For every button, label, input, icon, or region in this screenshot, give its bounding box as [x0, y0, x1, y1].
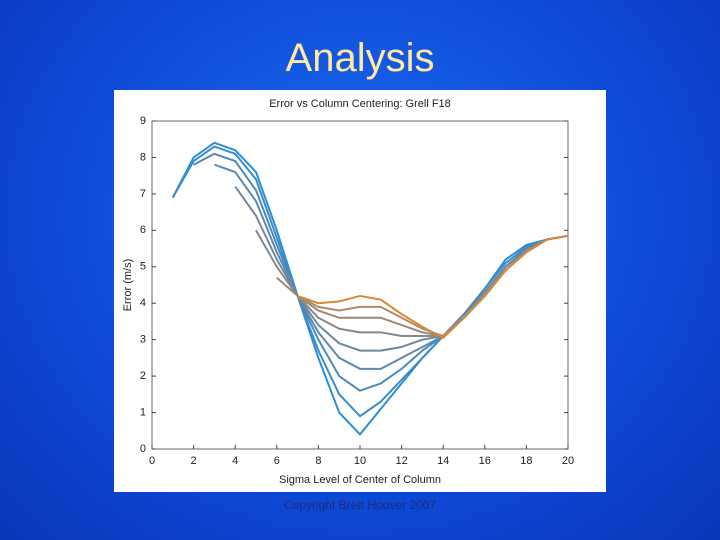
x-tick-label: 16: [479, 455, 491, 467]
x-tick-label: 4: [232, 455, 238, 467]
y-tick-label: 0: [140, 443, 146, 455]
chart-background: [114, 90, 606, 492]
x-tick-label: 0: [149, 455, 155, 467]
x-tick-label: 8: [315, 455, 321, 467]
y-tick-label: 4: [140, 297, 146, 309]
series-line: [171, 141, 569, 436]
y-tick-label: 9: [140, 115, 146, 127]
x-axis-label: Sigma Level of Center of Column: [279, 474, 441, 486]
x-tick-label: 12: [395, 455, 407, 467]
y-axis-label: Error (m/s): [122, 259, 134, 312]
footer: Copyright Brett Hoover 2007: [283, 498, 437, 512]
y-tick-label: 6: [140, 224, 146, 236]
y-tick-label: 2: [140, 370, 146, 382]
series-line: [171, 145, 569, 418]
y-tick-label: 5: [140, 261, 146, 273]
x-tick-label: 18: [520, 455, 532, 467]
y-tick-label: 8: [140, 151, 146, 163]
x-tick-label: 2: [191, 455, 197, 467]
y-tick-label: 1: [140, 406, 146, 418]
x-tick-label: 10: [354, 455, 366, 467]
y-tick-label: 3: [140, 334, 146, 346]
y-tick-label: 7: [140, 188, 146, 200]
x-tick-label: 6: [274, 455, 280, 467]
series-line: [234, 186, 569, 352]
slide-title: Analysis: [285, 36, 435, 80]
x-tick-label: 14: [437, 455, 449, 467]
x-tick-label: 20: [562, 455, 574, 467]
chart-title: Error vs Column Centering: Grell F18: [269, 98, 451, 110]
series-line: [297, 234, 569, 339]
